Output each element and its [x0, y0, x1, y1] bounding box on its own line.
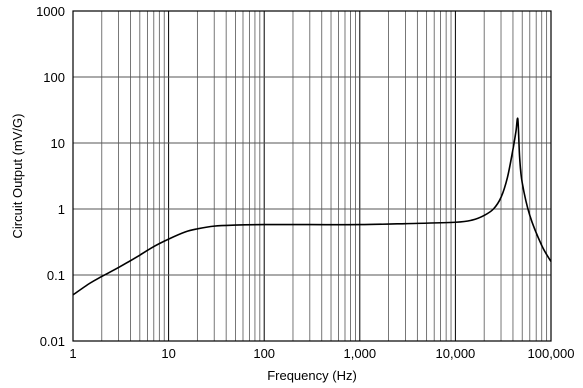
- y-tick-label: 10: [51, 136, 65, 151]
- y-tick-label: 0.1: [47, 268, 65, 283]
- y-tick-label: 0.01: [40, 334, 65, 349]
- minor-grid: [101, 11, 548, 341]
- y-tick-label: 1: [58, 202, 65, 217]
- y-tick-label: 1000: [36, 4, 65, 19]
- x-tick-label: 10: [161, 346, 175, 361]
- x-tick-label: 100: [253, 346, 275, 361]
- x-axis-label: Frequency (Hz): [267, 368, 357, 383]
- x-tick-label: 100,000: [528, 346, 575, 361]
- major-grid: [72, 10, 552, 342]
- x-tick-label: 10,000: [436, 346, 476, 361]
- series-line-circuit-output: [72, 117, 552, 296]
- x-tick-label: 1,000: [344, 346, 377, 361]
- x-tick-labels: 1 10 100 1,000 10,000 100,000: [69, 346, 574, 361]
- x-tick-label: 1: [69, 346, 76, 361]
- y-axis-label: Circuit Output (mV/G): [10, 114, 25, 239]
- y-tick-label: 100: [43, 70, 65, 85]
- y-tick-labels: 0.01 0.1 1 10 100 1000: [36, 4, 65, 349]
- plot-frame: [72, 10, 552, 342]
